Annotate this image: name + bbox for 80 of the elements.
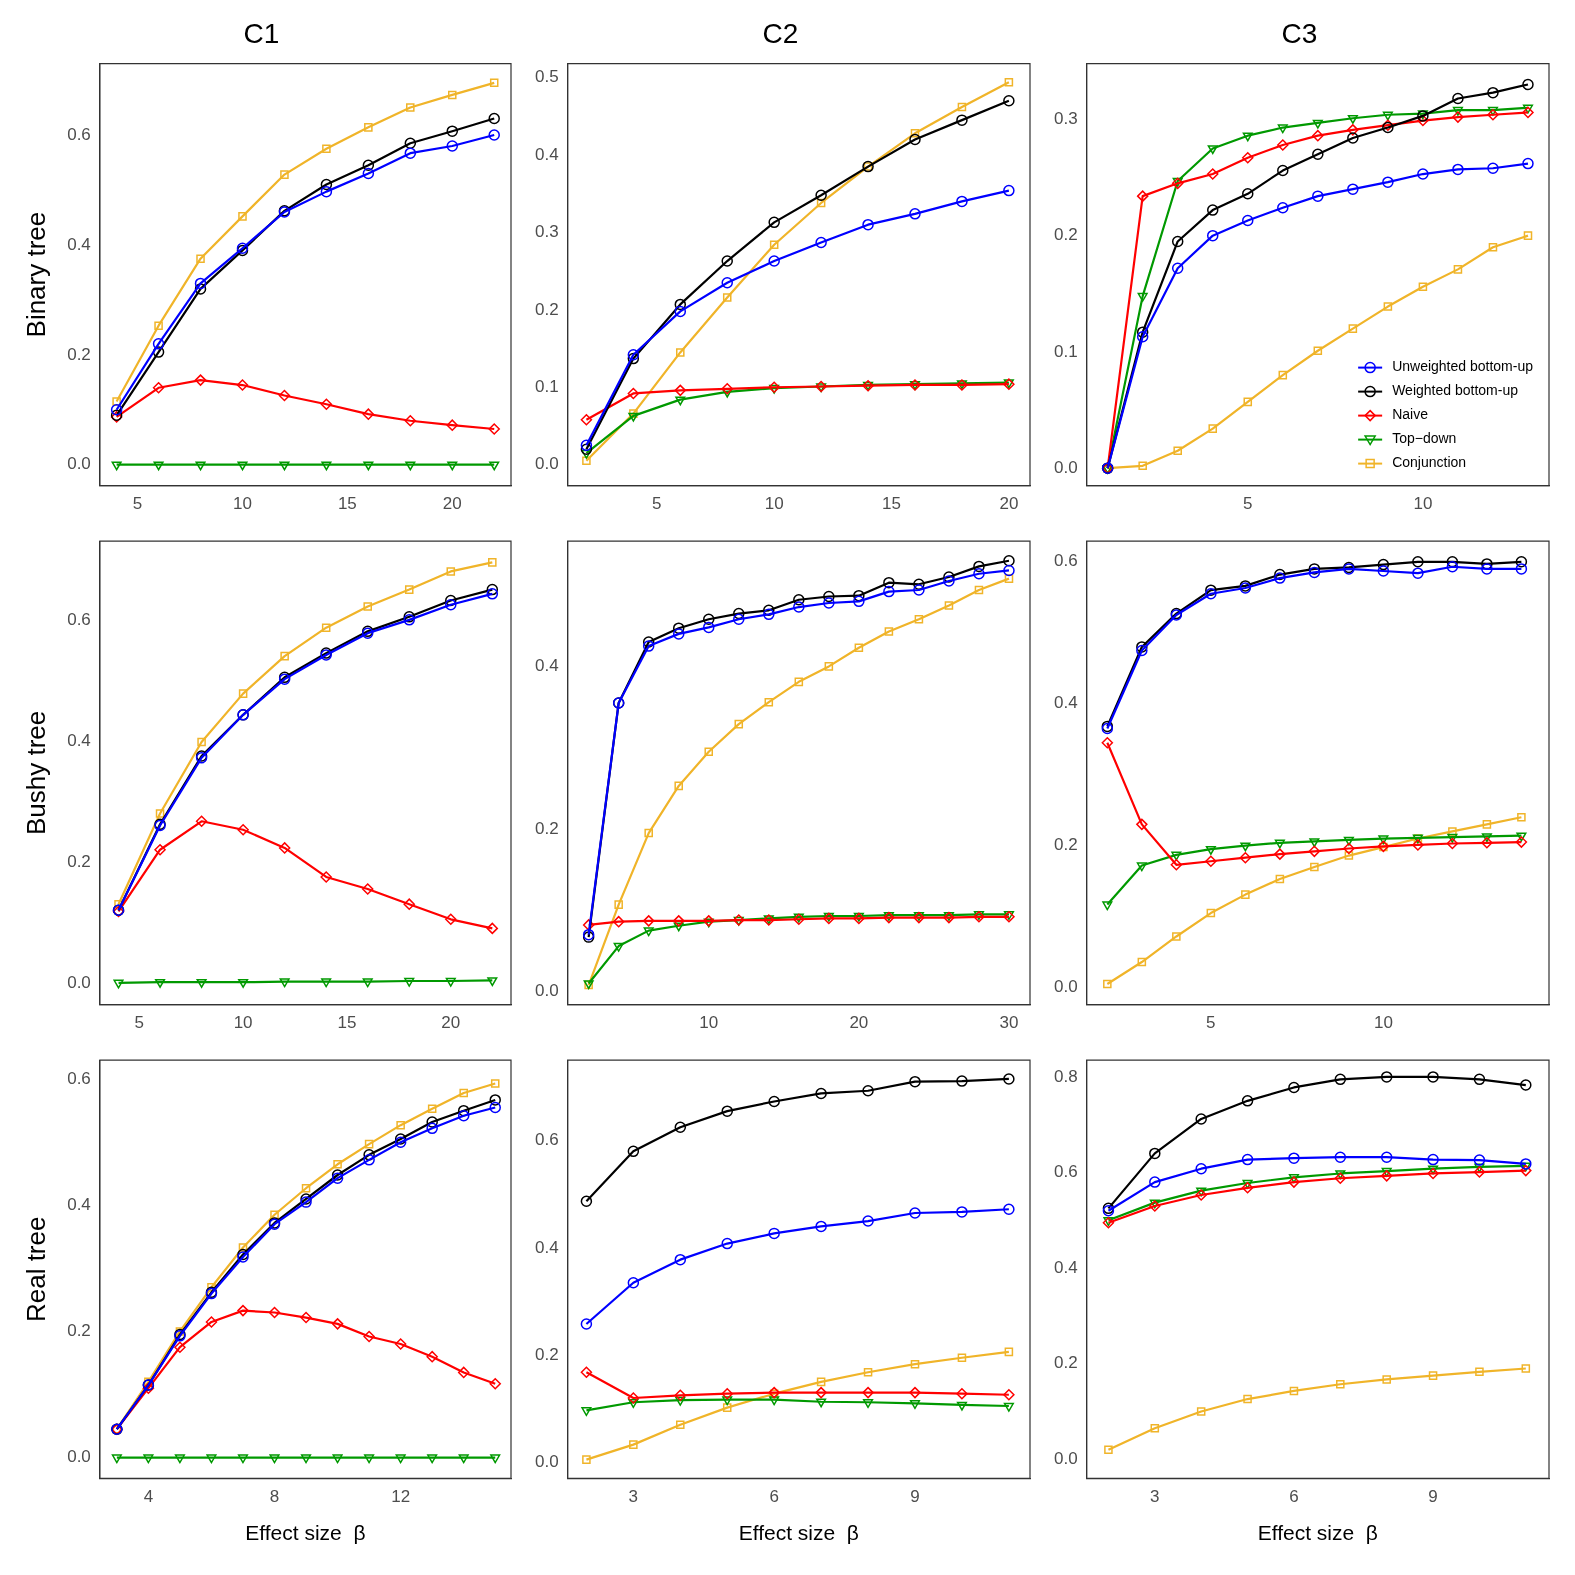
y-tick-label: 0.2 [1053, 835, 1078, 855]
legend-label: Unweighted bottom-up [1392, 358, 1534, 375]
y-tick-label: 0.2 [1053, 1353, 1078, 1373]
x-tick-label: 10 [233, 1013, 253, 1033]
y-tick-label: 0.2 [534, 299, 559, 319]
x-tick-label: 20 [441, 1013, 461, 1033]
y-tick-label: 0.2 [67, 344, 91, 364]
y-tick-label: 0.6 [67, 1068, 91, 1088]
x-tick-label: 5 [652, 494, 662, 514]
chart-title: C1 [243, 17, 280, 49]
y-tick-label: 0.6 [67, 124, 91, 144]
x-tick-label: 10 [1373, 1013, 1393, 1033]
y-tick-label: 0.4 [67, 234, 91, 254]
x-tick-label: 20 [442, 494, 462, 514]
y-tick-label: 0.4 [67, 1194, 91, 1214]
y-tick-label: 0.4 [1053, 1257, 1078, 1277]
x-axis-title: Effect size β [245, 1521, 366, 1545]
y-tick-label: 0.8 [1053, 1066, 1078, 1086]
x-tick-label: 6 [1289, 1487, 1299, 1507]
y-tick-label: 0.4 [534, 656, 559, 676]
x-tick-label: 9 [1428, 1487, 1438, 1507]
y-tick-label: 0.0 [1053, 977, 1078, 997]
x-tick-label: 10 [1413, 494, 1433, 514]
x-axis-title: Effect size β [738, 1521, 859, 1545]
y-tick-label: 0.5 [534, 67, 559, 87]
y-tick-label: 0.2 [1053, 225, 1078, 245]
y-tick-label: 0.3 [1053, 109, 1078, 129]
y-tick-label: 0.0 [67, 454, 91, 474]
y-tick-label: 0.0 [1053, 457, 1078, 477]
y-tick-label: 0.2 [534, 1344, 559, 1364]
x-tick-label: 10 [764, 494, 784, 514]
y-tick-label: 0.0 [534, 981, 559, 1001]
y-tick-label: 0.6 [67, 609, 91, 629]
y-tick-label: 0.1 [534, 376, 559, 396]
x-tick-label: 8 [269, 1487, 280, 1507]
chart-title: C2 [762, 17, 799, 49]
x-tick-label: 5 [1243, 494, 1253, 514]
x-tick-label: 5 [1206, 1013, 1216, 1033]
y-tick-label: 0.1 [1053, 341, 1078, 361]
x-tick-label: 10 [233, 494, 252, 514]
y-tick-label: 0.0 [1053, 1448, 1078, 1468]
legend-label: Naive [1392, 406, 1429, 423]
y-tick-label: 0.4 [67, 730, 91, 750]
x-tick-label: 15 [882, 494, 901, 514]
legend-label: Conjunction [1392, 454, 1467, 471]
x-tick-label: 3 [628, 1487, 639, 1507]
x-tick-label: 3 [1150, 1487, 1160, 1507]
y-tick-label: 0.0 [534, 1452, 559, 1471]
y-tick-label: 0.0 [67, 972, 91, 992]
x-tick-label: 15 [337, 1013, 357, 1033]
x-tick-label: 12 [391, 1487, 411, 1507]
y-tick-label: 0.6 [1053, 1162, 1078, 1182]
chart-title: C3 [1281, 17, 1318, 49]
y-tick-label: 0.0 [67, 1447, 91, 1467]
y-axis-title: Bushy tree [20, 710, 51, 836]
y-axis-title: Real tree [20, 1216, 51, 1323]
y-tick-label: 0.2 [67, 851, 91, 871]
x-tick-label: 9 [910, 1487, 920, 1507]
y-tick-label: 0.4 [534, 1237, 559, 1257]
y-tick-label: 0.4 [1053, 693, 1078, 713]
x-axis-title: Effect size β [1257, 1521, 1378, 1545]
y-tick-label: 0.2 [67, 1321, 91, 1341]
x-tick-label: 10 [699, 1013, 719, 1033]
y-axis-title: Binary tree [20, 211, 51, 338]
y-tick-label: 0.6 [534, 1130, 559, 1150]
y-tick-label: 0.4 [534, 144, 559, 164]
x-tick-label: 6 [769, 1487, 779, 1507]
legend-label: Weighted bottom-up [1392, 382, 1519, 399]
x-tick-label: 20 [999, 494, 1019, 514]
x-tick-label: 20 [849, 1013, 869, 1033]
x-tick-label: 5 [132, 494, 143, 514]
y-tick-label: 0.3 [534, 222, 559, 242]
x-tick-label: 15 [337, 494, 357, 514]
legend-label: Top−down [1392, 430, 1457, 447]
x-tick-label: 5 [134, 1013, 145, 1033]
x-tick-label: 4 [143, 1487, 154, 1507]
y-tick-label: 0.2 [534, 818, 559, 838]
x-tick-label: 30 [999, 1013, 1019, 1033]
y-tick-label: 0.6 [1053, 551, 1078, 571]
y-tick-label: 0.0 [534, 454, 559, 474]
